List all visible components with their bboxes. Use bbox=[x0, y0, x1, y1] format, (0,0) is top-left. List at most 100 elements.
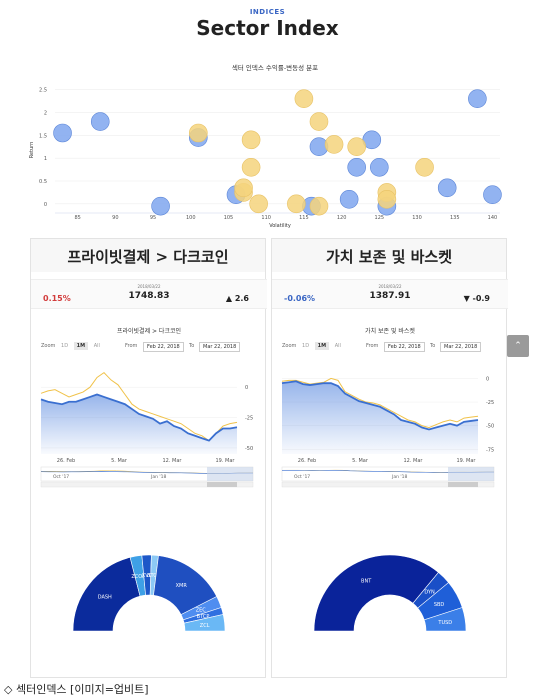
stats-row: -0.06% 2018/03/22 1387.91 ▼ -0.9 bbox=[272, 279, 508, 309]
data-point bbox=[483, 185, 502, 205]
scroll-to-top-button[interactable]: ⌃ bbox=[507, 335, 529, 357]
data-point bbox=[324, 135, 344, 154]
slice-label: ZCL bbox=[200, 623, 210, 629]
stats-row: 0.15% 2018/03/22 1748.83 ▲ 2.6 bbox=[31, 279, 267, 309]
x-tick-label: 26. Feb bbox=[298, 458, 316, 464]
x-tick-label: 12. Mar bbox=[163, 458, 183, 464]
data-point bbox=[309, 112, 329, 131]
y-tick-label: -50 bbox=[486, 424, 494, 430]
x-tick-label: 5. Mar bbox=[111, 458, 128, 464]
x-tick-label: 19. Mar bbox=[216, 458, 236, 464]
data-point bbox=[377, 189, 397, 209]
panel-title: 프라이빗결제 > 다크코인 bbox=[31, 239, 265, 272]
area-fill bbox=[41, 394, 237, 454]
to-date-input[interactable]: Mar 22, 2018 bbox=[199, 342, 241, 352]
yellow-series-line bbox=[40, 371, 238, 442]
navigator-scrollbar bbox=[40, 481, 254, 488]
data-point bbox=[309, 196, 329, 216]
gauge-slice bbox=[423, 607, 467, 632]
from-date-input[interactable]: Feb 22, 2018 bbox=[384, 342, 425, 352]
data-point bbox=[189, 123, 208, 143]
zoom-1m-button[interactable]: 1M bbox=[314, 342, 330, 350]
x-tick-label: 120 bbox=[337, 215, 347, 221]
zoom-1d-button[interactable]: 1D bbox=[302, 343, 310, 349]
y-tick-label: -25 bbox=[245, 416, 253, 422]
navigator-mask bbox=[207, 467, 253, 481]
x-tick-label: 12. Mar bbox=[404, 458, 424, 464]
data-point bbox=[415, 157, 434, 177]
bubble-chart-title: 섹터 인덱스 수익률-변동성 분포 bbox=[232, 63, 318, 72]
line-chart: 0 -25 -50 26. Feb 5. Mar 12. Mar 19. Mar Oct '1… bbox=[40, 371, 254, 488]
right-sector-panel: 가치 보존 및 바스켓 -0.06% 2018/03/22 1387.91 ▼ … bbox=[271, 238, 508, 678]
from-date-input[interactable]: Feb 22, 2018 bbox=[143, 342, 184, 352]
range-controls: Zoom 1D 1M All From Feb 22, 2018 To Mar … bbox=[41, 342, 261, 354]
x-tick-label: 105 bbox=[224, 215, 234, 221]
x-tick-label: 95 bbox=[150, 215, 156, 221]
data-point bbox=[347, 157, 366, 177]
x-tick-label: 140 bbox=[488, 215, 498, 221]
kicker: INDICES bbox=[249, 8, 286, 16]
y-tick-label: 0 bbox=[44, 202, 47, 208]
data-point bbox=[90, 112, 110, 131]
slice-label: DASH bbox=[98, 595, 112, 601]
navigator-scroll-thumb bbox=[448, 482, 478, 487]
from-label: From bbox=[366, 343, 379, 349]
blue-series-line bbox=[40, 393, 238, 442]
data-point bbox=[347, 137, 366, 157]
x-tick-label: 19. Mar bbox=[457, 458, 477, 464]
bubble-chart: 섹터 인덱스 수익률-변동성 분포 Return Volatility 2.5 2… bbox=[0, 55, 535, 235]
y-axis-label: Return bbox=[29, 142, 35, 159]
zoom-label: Zoom bbox=[41, 343, 56, 349]
slice-label: DYN bbox=[424, 589, 435, 595]
delta-value: ▼ -0.9 bbox=[463, 294, 490, 303]
slice-label: BNT bbox=[361, 578, 372, 584]
zoom-all-button[interactable]: All bbox=[334, 343, 341, 349]
gauge-slice bbox=[183, 614, 226, 632]
zoom-all-button[interactable]: All bbox=[93, 343, 100, 349]
x-tick-label: 110 bbox=[261, 215, 271, 221]
change-percent: 0.15% bbox=[43, 294, 71, 303]
line-chart: 0 -25 -50 -75 26. Feb 5. Mar 12. Mar 19. Mar Oct… bbox=[281, 376, 495, 488]
navigator-label: Oct '17 bbox=[294, 474, 310, 480]
slice-label: TUSD bbox=[437, 620, 452, 626]
slice-label: XMR bbox=[176, 583, 188, 589]
y-tick-label: -25 bbox=[486, 400, 494, 406]
composition-gauge: BNT DYN SBD TUSD bbox=[313, 554, 467, 632]
x-tick-label: 130 bbox=[412, 215, 422, 221]
y-tick-label: 2.5 bbox=[39, 88, 47, 94]
data-point bbox=[339, 189, 359, 209]
from-label: From bbox=[125, 343, 138, 349]
slice-label: XVG bbox=[142, 573, 153, 579]
y-tick-label: 2 bbox=[44, 110, 47, 116]
x-tick-label: 100 bbox=[186, 215, 196, 221]
y-tick-label: -75 bbox=[486, 447, 494, 453]
x-tick-label: 26. Feb bbox=[57, 458, 75, 464]
area-fill bbox=[282, 381, 478, 454]
y-tick-label: 0 bbox=[245, 385, 248, 391]
data-point bbox=[151, 196, 170, 216]
x-tick-label: 85 bbox=[74, 215, 80, 221]
yellow-series-line bbox=[281, 377, 479, 429]
y-tick-label: 0 bbox=[486, 376, 489, 382]
zoom-1m-button[interactable]: 1M bbox=[73, 342, 89, 350]
slice-label: ZEC bbox=[196, 608, 207, 614]
slice-label: SBD bbox=[434, 602, 445, 608]
to-date-input[interactable]: Mar 22, 2018 bbox=[440, 342, 482, 352]
navigator-scrollbar bbox=[281, 481, 495, 488]
x-tick-label: 5. Mar bbox=[352, 458, 369, 464]
navigator-label: Jan '18 bbox=[150, 474, 166, 480]
x-axis-label: Volatility bbox=[269, 223, 291, 229]
navigator-label: Oct '17 bbox=[53, 474, 69, 480]
gauge-slice bbox=[313, 554, 439, 632]
stats-date: 2018/03/22 bbox=[378, 284, 402, 289]
x-tick-label: 135 bbox=[450, 215, 460, 221]
to-label: To bbox=[189, 343, 195, 349]
navigator-scroll-thumb bbox=[207, 482, 237, 487]
data-point bbox=[234, 178, 253, 198]
zoom-1d-button[interactable]: 1D bbox=[61, 343, 69, 349]
slice-label: BTCP bbox=[147, 573, 160, 579]
index-value: 1748.83 bbox=[128, 291, 170, 301]
y-tick-label: 1 bbox=[44, 156, 47, 162]
x-tick-label: 90 bbox=[112, 215, 118, 221]
